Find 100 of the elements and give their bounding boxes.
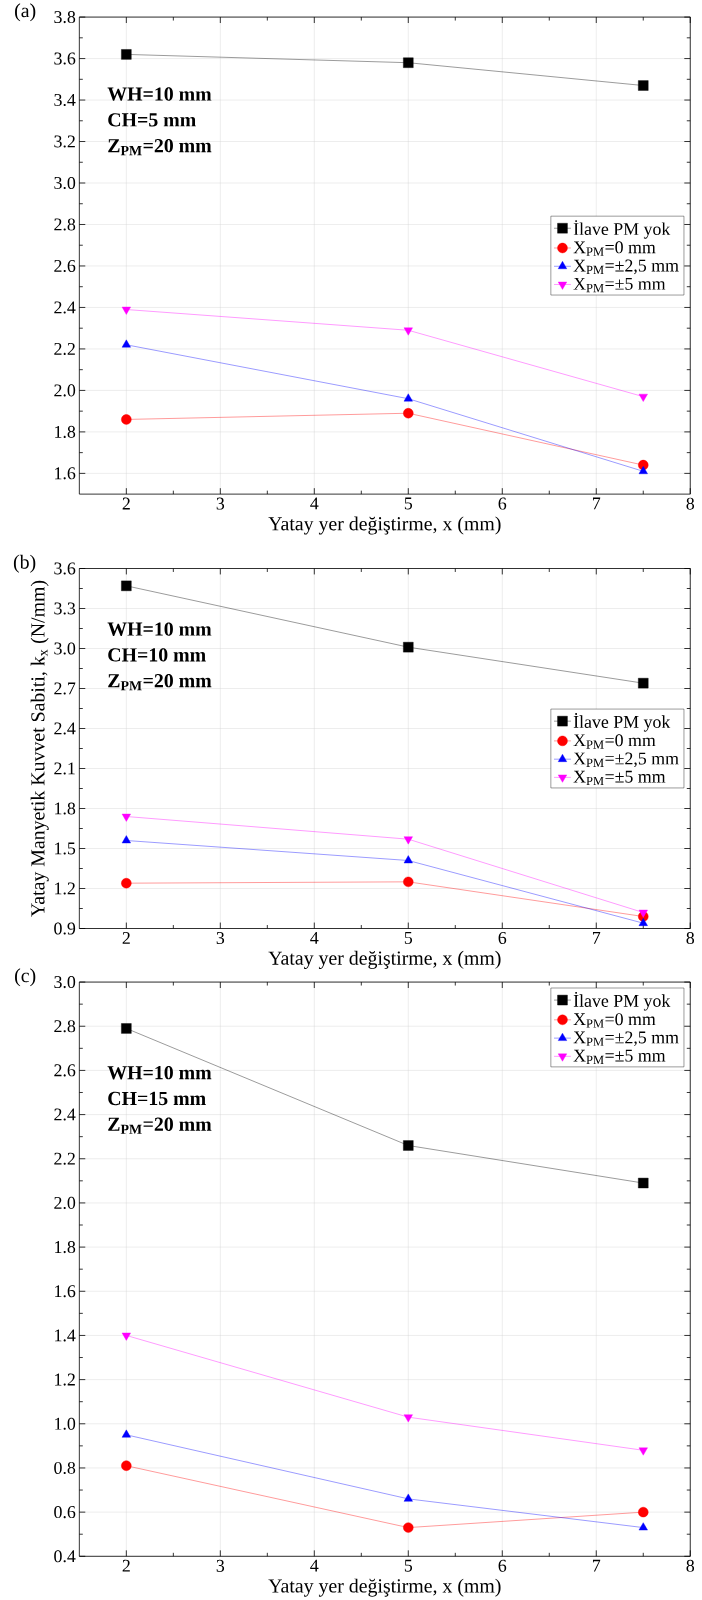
y-tick-label: 2.2 (54, 342, 75, 355)
legend-label: X$_{PM}$=±5 mm (573, 277, 666, 293)
x-tick-label: 2 (122, 497, 130, 510)
annotation: CH=10 mm (108, 648, 206, 662)
legend-label: İlave PM yok (573, 991, 671, 1011)
legend-label: X$_{PM}$=±5 mm (573, 1049, 666, 1064)
x-tick-label: 5 (404, 1559, 412, 1572)
point (403, 1522, 414, 1533)
y-tick-label: 0.9 (54, 922, 76, 935)
y-tick-label: 1.4 (55, 1329, 76, 1342)
legend-label: X$_{PM}$=±2,5 mm (573, 1031, 679, 1047)
y-tick-label: 1.0 (55, 1417, 76, 1430)
x-tick-label: 4 (310, 932, 319, 944)
x-tick-label: 7 (592, 1559, 601, 1572)
x-axis-title: Yatay yer değiştirme, x (mm) (268, 1578, 501, 1597)
y-tick-label: 3.6 (54, 562, 76, 575)
x-tick-label: 7 (592, 932, 601, 944)
y-tick-label: 3.6 (54, 52, 76, 65)
point (638, 909, 648, 918)
y-tick-label: 2.2 (54, 1152, 75, 1165)
x-tick-label: 7 (592, 497, 601, 510)
y-tick-label: 1.5 (55, 842, 76, 855)
y-tick-label: 1.6 (55, 1285, 76, 1298)
point (121, 878, 132, 889)
annotation: WH=10 mm (107, 622, 212, 636)
point (121, 813, 131, 822)
point (403, 836, 413, 845)
x-tick-label: 3 (216, 932, 225, 944)
point (403, 57, 414, 68)
x-tick-label: 6 (498, 497, 507, 510)
chart-title: (b) (13, 554, 36, 573)
y-tick-label: 2.4 (54, 722, 76, 735)
y-tick-label: 1.8 (55, 1241, 76, 1254)
point (121, 49, 132, 60)
point (403, 408, 414, 419)
legend-label: X$_{PM}$=±2,5 mm (573, 259, 679, 275)
y-tick-label: 2.6 (54, 259, 76, 272)
x-tick-label: 5 (404, 497, 412, 510)
y-tick-label: 2.8 (54, 1020, 76, 1033)
point (403, 1414, 413, 1423)
y-tick-label: 2.0 (54, 384, 76, 397)
point (121, 580, 132, 591)
point (121, 1460, 132, 1471)
y-tick-label: 1.2 (55, 1373, 75, 1386)
y-tick-label: 1.8 (55, 802, 76, 815)
y-tick-label: 3.4 (54, 94, 76, 107)
annotation: Z$_{PM}$=20 mm (108, 1117, 212, 1134)
point (121, 1023, 132, 1034)
y-tick-label: 3.3 (54, 602, 76, 615)
x-tick-label: 4 (310, 497, 319, 510)
point (638, 466, 648, 474)
point (403, 393, 413, 402)
legend-label: X$_{PM}$=0 mm (573, 734, 656, 749)
point (638, 1522, 648, 1531)
x-tick-label: 6 (498, 932, 507, 944)
point (403, 876, 414, 887)
x-tick-label: 2 (122, 1559, 130, 1572)
annotation: WH=10 mm (107, 1065, 212, 1080)
point (403, 1493, 413, 1502)
point (403, 327, 413, 336)
y-tick-label: 2.8 (54, 218, 76, 231)
legend-label: İlave PM yok (573, 220, 671, 239)
chart-title: (a) (14, 3, 36, 22)
point (403, 642, 414, 653)
y-tick-label: 2.4 (54, 301, 76, 314)
point (638, 1447, 648, 1456)
y-tick-label: 1.2 (55, 882, 75, 895)
x-tick-label: 6 (498, 1559, 507, 1572)
x-tick-label: 8 (686, 497, 694, 510)
y-tick-label: 2.1 (54, 762, 75, 775)
legend-label: İlave PM yok (573, 713, 671, 732)
y-tick-label: 3.0 (54, 642, 76, 655)
point (121, 339, 131, 348)
y-tick-label: 0.4 (54, 1550, 76, 1563)
y-tick-label: 3.2 (54, 135, 75, 148)
legend-label: X$_{PM}$=±5 mm (573, 770, 666, 786)
point (638, 393, 648, 402)
y-tick-label: 2.6 (54, 1064, 76, 1077)
annotation: Z$_{PM}$=20 mm (108, 138, 212, 156)
y-tick-label: 3.0 (54, 176, 76, 190)
legend-label: X$_{PM}$=0 mm (573, 1013, 656, 1028)
x-tick-label: 8 (686, 932, 694, 945)
y-tick-label: 3.0 (54, 976, 76, 989)
x-axis-title: Yatay yer değiştirme, x (mm) (268, 950, 501, 969)
point (403, 855, 413, 864)
point (403, 1140, 414, 1151)
point (121, 306, 131, 315)
annotation: WH=10 mm (107, 87, 212, 101)
y-tick-label: 2.0 (54, 1196, 76, 1209)
point (638, 1177, 649, 1189)
x-axis-title: Yatay yer değiştirme, x (mm) (268, 516, 501, 535)
point (121, 1332, 131, 1341)
legend-label: X$_{PM}$=±2,5 mm (573, 752, 679, 768)
y-tick-label: 0.8 (54, 1461, 76, 1475)
point (121, 835, 131, 844)
point (121, 414, 132, 425)
annotation: CH=5 mm (108, 113, 196, 127)
point (121, 1429, 131, 1438)
y-tick-label: 1.8 (55, 425, 76, 438)
x-tick-label: 3 (216, 1559, 225, 1572)
